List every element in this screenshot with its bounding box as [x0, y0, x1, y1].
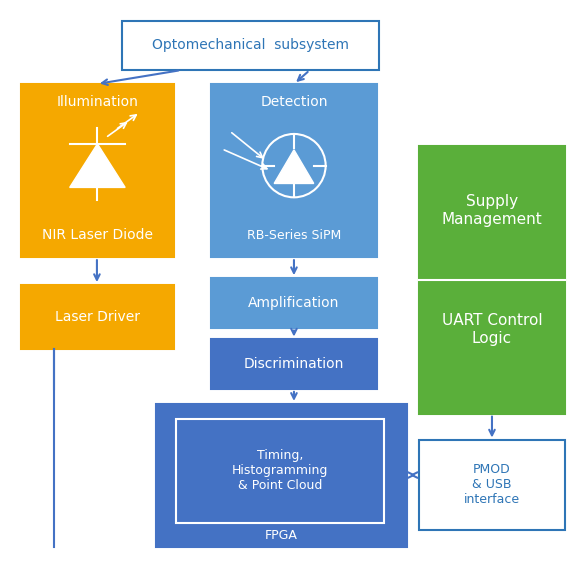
Bar: [21, 285, 174, 350]
Text: Timing,
Histogramming
& Point Cloud: Timing, Histogramming & Point Cloud: [232, 449, 328, 492]
Bar: [156, 404, 407, 548]
Bar: [21, 84, 174, 257]
Bar: [211, 339, 377, 389]
Bar: [419, 440, 565, 530]
Text: Amplification: Amplification: [248, 296, 340, 310]
Text: NIR Laser Diode: NIR Laser Diode: [42, 228, 153, 242]
Bar: [176, 419, 384, 523]
Text: Optomechanical  subsystem: Optomechanical subsystem: [152, 38, 349, 52]
Bar: [419, 146, 565, 413]
Polygon shape: [274, 150, 314, 183]
Text: Illumination: Illumination: [57, 95, 138, 109]
Text: UART Control
Logic: UART Control Logic: [442, 313, 543, 346]
Text: Discrimination: Discrimination: [244, 357, 344, 371]
Text: PMOD
& USB
interface: PMOD & USB interface: [464, 463, 520, 507]
Text: Detection: Detection: [260, 95, 328, 109]
Text: Supply
Management: Supply Management: [442, 195, 543, 227]
Text: Laser Driver: Laser Driver: [55, 310, 140, 324]
Text: FPGA: FPGA: [265, 529, 298, 542]
Bar: [211, 84, 377, 257]
Text: RB-Series SiPM: RB-Series SiPM: [247, 229, 341, 242]
Polygon shape: [69, 144, 125, 187]
Bar: [211, 278, 377, 328]
Bar: [122, 21, 379, 70]
